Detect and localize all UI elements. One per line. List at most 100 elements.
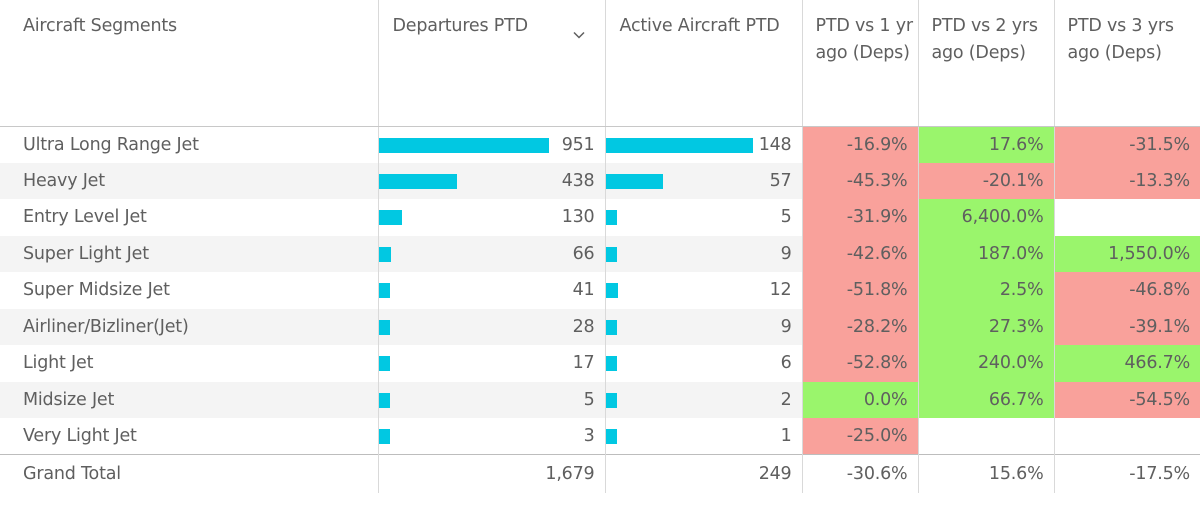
departures-cell-value: 66 [572,243,595,264]
vs3-cell [1053,418,1200,455]
active-aircraft-cell-value: 57 [769,170,792,191]
vs3-cell: 1,550.0% [1053,235,1200,272]
active-aircraft-cell-bar [606,319,617,335]
segment-label: Super Light Jet [0,235,378,272]
table-row[interactable]: Light Jet 17 6 -52.8% 240.0% 466.7% [0,345,1200,382]
active-aircraft-cell: 2 [604,381,802,418]
departures-cell-value: 5 [583,389,595,410]
vs2-cell: 240.0% [917,345,1054,382]
vs2-cell: 17.6% [917,126,1054,163]
active-aircraft-cell-bar [606,392,617,408]
table-row[interactable]: Ultra Long Range Jet 951 148 -16.9% 17.6% -31… [0,126,1200,163]
table-row[interactable]: Heavy Jet 438 57 -45.3% -20.1% -13.3% [0,162,1200,199]
active-aircraft-cell-value: 9 [780,316,792,337]
vs1-cell: -51.8% [801,272,918,309]
table-row[interactable]: Very Light Jet 3 1 -25.0% [0,418,1200,455]
active-aircraft-cell-bar [606,246,617,262]
departures-cell-value: 28 [572,316,595,337]
departures-cell-value: 41 [572,280,595,300]
vs1-cell: 0.0% [801,381,918,418]
departures-cell-bar [379,356,390,371]
active-aircraft-cell: 6 [604,345,802,382]
header-ptd-vs-1-yr[interactable]: PTD vs 1 yr ago (Deps) [801,0,918,127]
grand-total-row: Grand Total 1,679 249 -30.6% 15.6% -17.5… [0,454,1200,493]
active-aircraft-cell-value: 2 [780,389,792,410]
departures-cell: 5 [377,381,605,418]
departures-cell: 28 [377,308,605,345]
table-row[interactable]: Midsize Jet 5 2 0.0% 66.7% -54.5% [0,381,1200,418]
grand-total-label: Grand Total [0,454,378,493]
vs1-cell: -28.2% [801,308,918,345]
chevron-down-icon[interactable] [572,21,585,39]
vs1-cell: -16.9% [801,126,918,163]
departures-cell: 3 [377,418,605,455]
active-aircraft-cell: 9 [604,235,802,272]
departures-cell: 41 [377,272,605,309]
vs3-cell: -46.8% [1053,272,1200,309]
active-aircraft-cell-value: 1 [780,426,792,446]
departures-cell-value: 130 [561,207,595,227]
grand-total-vs2: 15.6% [917,454,1054,493]
segment-label: Midsize Jet [0,381,378,418]
vs3-cell [1053,199,1200,236]
vs2-cell: 187.0% [917,235,1054,272]
departures-cell-value: 3 [583,426,595,446]
header-ptd-vs-2-yrs[interactable]: PTD vs 2 yrs ago (Deps) [917,0,1054,127]
departures-cell-bar [379,283,390,298]
vs1-cell: -45.3% [801,162,918,199]
active-aircraft-cell-bar [606,429,617,444]
table-body: Ultra Long Range Jet 951 148 -16.9% 17.6% -31… [0,126,1200,455]
vs2-cell: 6,400.0% [917,199,1054,236]
active-aircraft-cell-value: 12 [769,280,792,300]
header-row: Aircraft Segments Departures PTD Active … [0,0,1200,127]
departures-cell-bar [379,319,390,335]
active-aircraft-cell: 9 [604,308,802,345]
vs1-cell: -31.9% [801,199,918,236]
aircraft-segments-table: Aircraft Segments Departures PTD Active … [0,0,1200,493]
departures-cell-value: 438 [561,170,595,191]
active-aircraft-cell: 1 [604,418,802,455]
active-aircraft-cell-value: 9 [780,243,792,264]
grand-total-vs3: -17.5% [1053,454,1200,493]
active-aircraft-cell-bar [606,173,663,189]
vs3-cell: -13.3% [1053,162,1200,199]
active-aircraft-cell: 148 [604,126,802,163]
departures-cell-bar [379,173,457,189]
vs1-cell: -52.8% [801,345,918,382]
active-aircraft-cell: 5 [604,199,802,236]
vs3-cell: -54.5% [1053,381,1200,418]
segment-label: Heavy Jet [0,162,378,199]
vs2-cell: 66.7% [917,381,1054,418]
departures-cell-bar [379,137,549,153]
grand-total-active-aircraft: 249 [604,454,802,493]
vs2-cell: 2.5% [917,272,1054,309]
departures-cell-bar [379,429,390,444]
vs2-cell: 27.3% [917,308,1054,345]
active-aircraft-cell: 12 [604,272,802,309]
vs3-cell: -31.5% [1053,126,1200,163]
active-aircraft-cell-bar [606,283,618,298]
header-ptd-vs-3-yrs[interactable]: PTD vs 3 yrs ago (Deps) [1053,0,1200,127]
header-aircraft-segments[interactable]: Aircraft Segments [0,0,378,127]
header-departures-ptd[interactable]: Departures PTD [377,0,605,127]
header-active-aircraft-ptd[interactable]: Active Aircraft PTD [604,0,802,127]
table-row[interactable]: Super Midsize Jet 41 12 -51.8% 2.5% -46.8% [0,272,1200,309]
vs2-cell: -20.1% [917,162,1054,199]
table-row[interactable]: Airliner/Bizliner(Jet) 28 9 -28.2% 27.3% -39.… [0,308,1200,345]
segment-label: Super Midsize Jet [23,280,170,301]
departures-cell: 951 [377,126,605,163]
vs1-cell: -25.0% [801,418,918,455]
vs1-cell: -42.6% [801,235,918,272]
active-aircraft-cell: 57 [604,162,802,199]
table-row[interactable]: Super Light Jet 66 9 -42.6% 187.0% 1,550.0% [0,235,1200,272]
segment-label: Airliner/Bizliner(Jet) [0,308,378,345]
departures-cell: 66 [377,235,605,272]
vs3-cell: 466.7% [1053,345,1200,382]
departures-cell-bar [379,246,391,262]
active-aircraft-cell-bar [606,137,753,153]
active-aircraft-cell-value: 148 [758,134,792,155]
table-row[interactable]: Entry Level Jet 130 5 -31.9% 6,400.0% [0,199,1200,236]
vs2-cell [917,418,1054,455]
segment-label: Entry Level Jet [23,207,147,228]
departures-cell: 438 [377,162,605,199]
